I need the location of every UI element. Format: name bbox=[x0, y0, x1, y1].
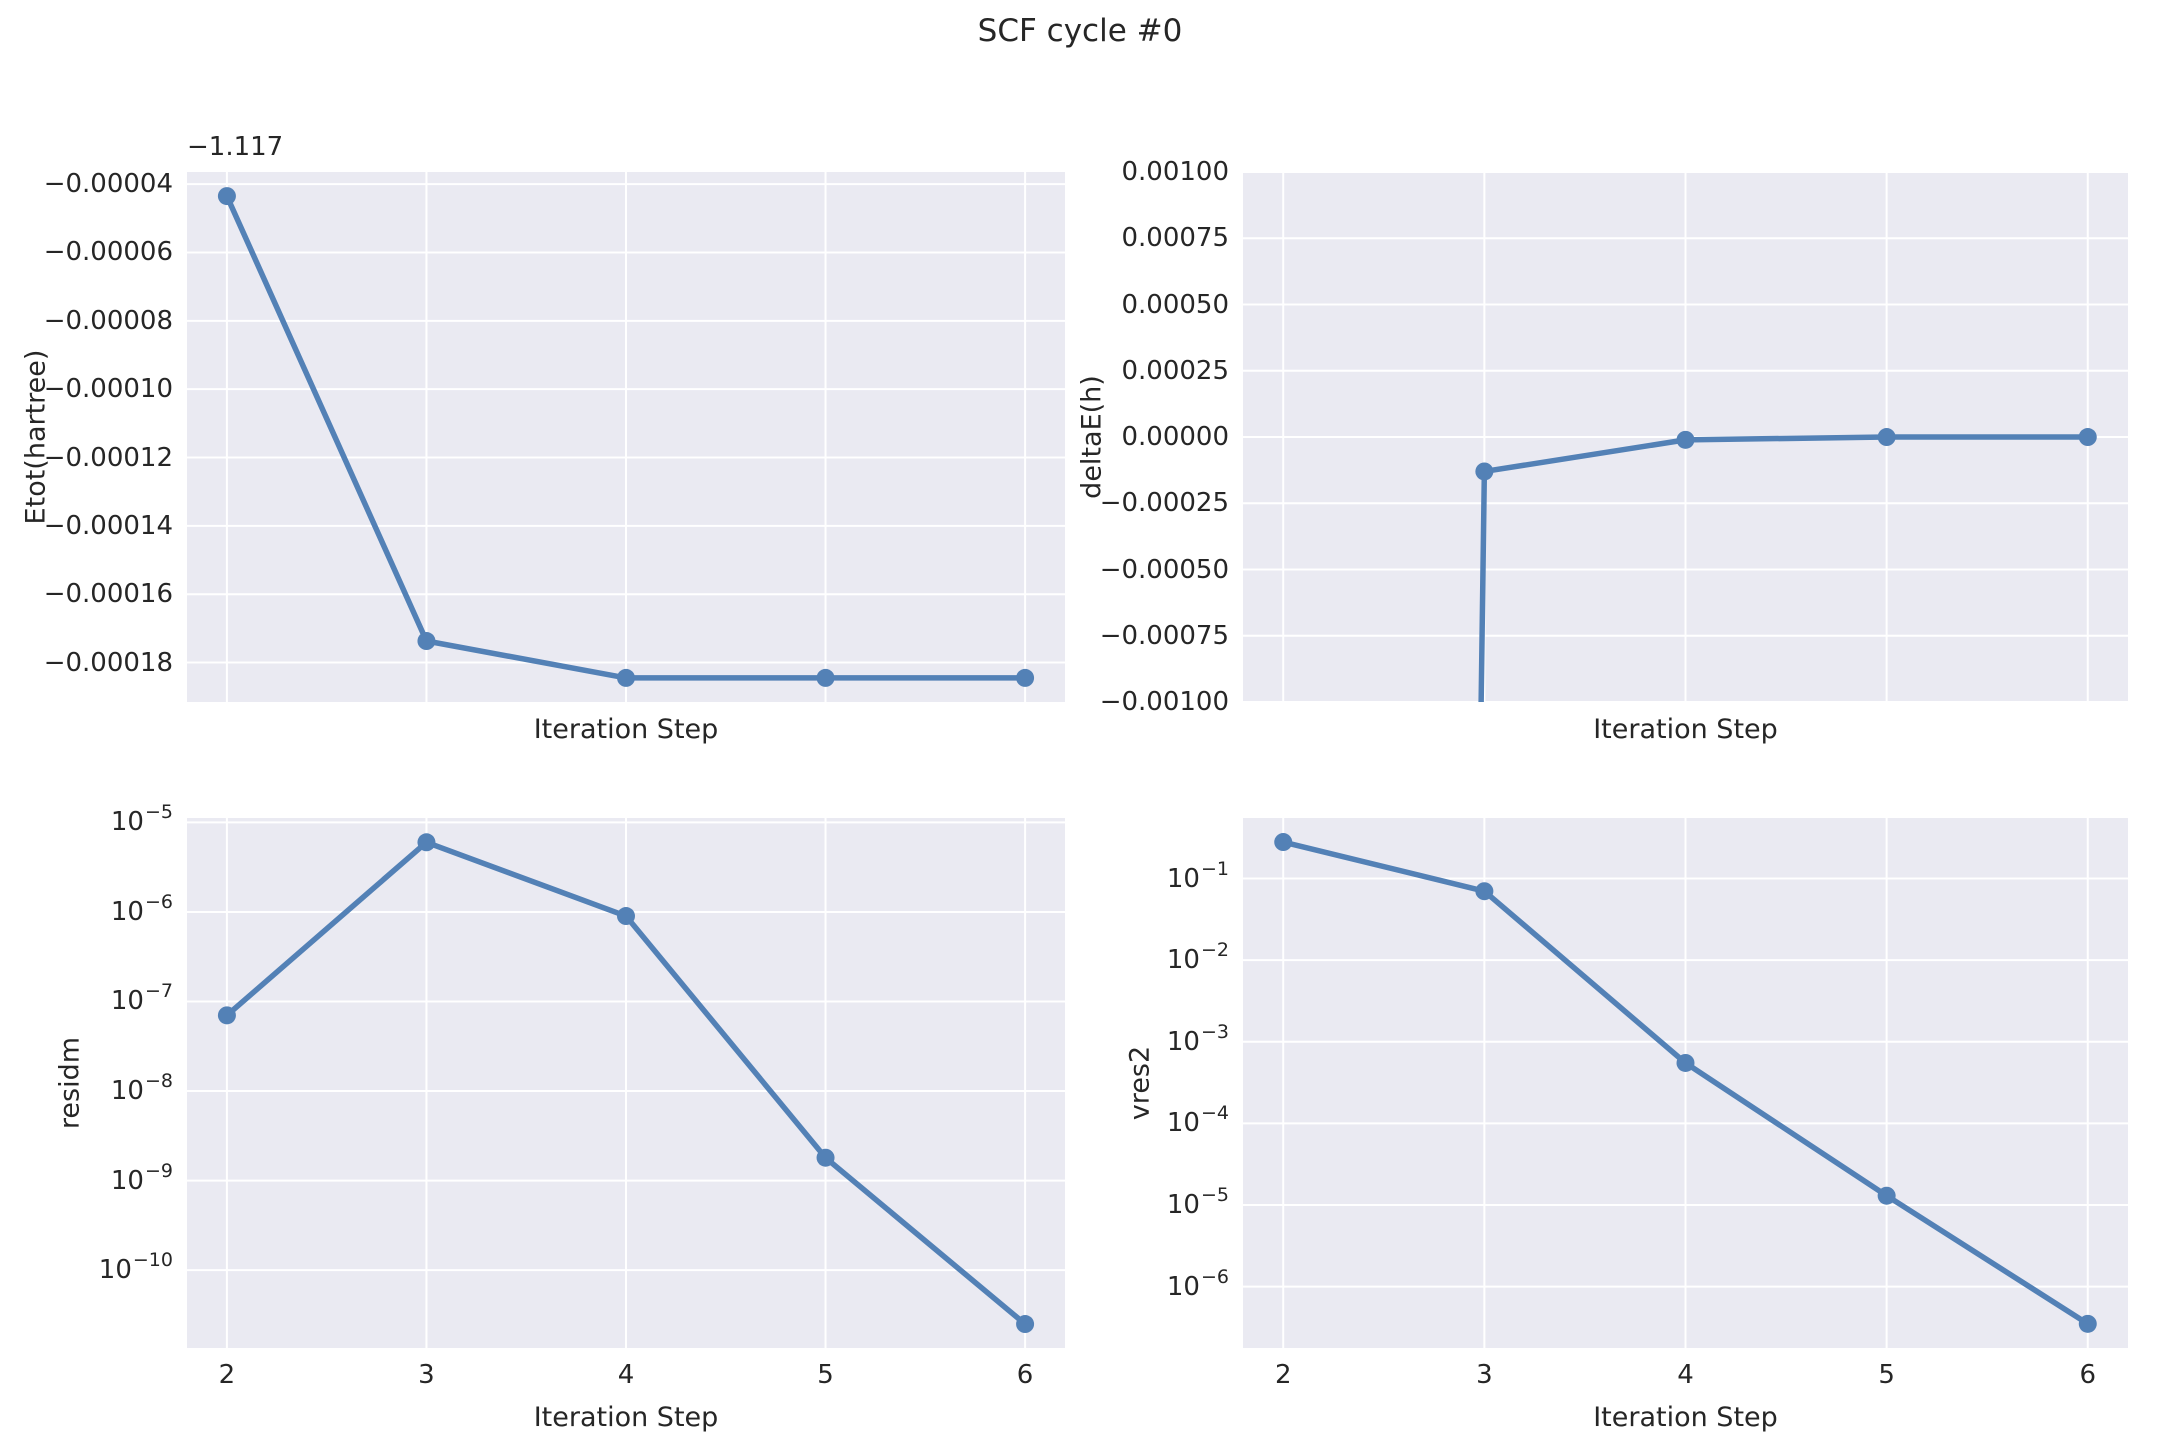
vres2-x-tick-label: 5 bbox=[1878, 1360, 1895, 1390]
residm-y-tick-label: 10−10 bbox=[98, 1249, 173, 1286]
etot-y-tick-label: −0.00010 bbox=[43, 374, 173, 405]
vres2-data-point-marker bbox=[1475, 882, 1494, 901]
vres2-data-point-marker bbox=[2078, 1314, 2097, 1333]
deltaE-data-point-marker bbox=[2078, 428, 2097, 447]
etot-y-tick-label: −0.00014 bbox=[43, 510, 173, 541]
vres2-y-tick-label: 10−3 bbox=[1166, 1020, 1229, 1057]
vres2-y-tick-label: 10−6 bbox=[1166, 1265, 1229, 1302]
etot-y-axis-offset-text: −1.117 bbox=[187, 132, 284, 162]
etot-x-axis-label: Iteration Step bbox=[533, 714, 719, 745]
residm-y-tick-label: 10−9 bbox=[110, 1159, 173, 1196]
residm-y-tick-label: 10−6 bbox=[110, 890, 173, 927]
residm-x-tick-label: 2 bbox=[218, 1360, 236, 1390]
tick-exponent: −5 bbox=[1200, 1184, 1229, 1206]
tick-exponent: −4 bbox=[1200, 1102, 1229, 1125]
deltaE-data-point-marker bbox=[1475, 462, 1494, 481]
tick-exponent: −9 bbox=[144, 1159, 173, 1182]
vres2-x-tick-label: 3 bbox=[1476, 1360, 1493, 1390]
residm-x-tick-label: 5 bbox=[817, 1360, 834, 1390]
deltae-y-axis-label: deltaE(h) bbox=[1076, 375, 1108, 499]
vres2-chart-svg bbox=[1243, 818, 2128, 1348]
deltaE-y-tick-label: −0.00050 bbox=[1099, 554, 1229, 585]
residm-data-point-marker bbox=[617, 907, 635, 926]
deltaE-y-tick-label: 0.00075 bbox=[1121, 223, 1229, 254]
tick-exponent: −6 bbox=[1200, 1265, 1229, 1288]
etot-data-point-marker bbox=[417, 632, 436, 651]
vres2-y-tick-label: 10−5 bbox=[1166, 1184, 1229, 1220]
residm-data-point-marker bbox=[816, 1148, 835, 1167]
tick-exponent: −1 bbox=[1200, 857, 1229, 880]
residm-x-tick-label: 4 bbox=[617, 1360, 635, 1390]
residm-x-tick-label: 6 bbox=[1016, 1360, 1034, 1390]
tick-exponent: −10 bbox=[132, 1249, 173, 1272]
residm-chart-svg bbox=[187, 818, 1065, 1348]
etot-data-point-marker bbox=[1016, 668, 1035, 687]
deltaE-y-tick-label: −0.00075 bbox=[1099, 620, 1229, 651]
deltaE-y-tick-label: 0.00050 bbox=[1121, 289, 1229, 320]
tick-exponent: −8 bbox=[144, 1070, 173, 1093]
tick-exponent: −2 bbox=[1200, 939, 1229, 962]
vres2-x-tick-label: 4 bbox=[1677, 1360, 1694, 1390]
deltaE-y-tick-label: −0.00025 bbox=[1099, 488, 1229, 519]
vres2-y-axis-label: vres2 bbox=[1124, 1045, 1156, 1121]
vres2-y-tick-label: 10−2 bbox=[1166, 939, 1229, 976]
etot-data-point-marker bbox=[617, 668, 635, 687]
residm-x-axis-label: Iteration Step bbox=[533, 1402, 719, 1433]
deltaE-data-point-marker bbox=[1676, 430, 1695, 449]
etot-chart-svg bbox=[187, 172, 1065, 702]
residm-y-axis-label: residm bbox=[54, 1036, 86, 1130]
residm-data-point-marker bbox=[417, 833, 436, 852]
residm-y-tick-label: 10−8 bbox=[110, 1070, 173, 1107]
etot-y-tick-label: −0.00016 bbox=[43, 579, 173, 610]
tick-exponent: −5 bbox=[144, 801, 173, 824]
deltaE-y-tick-label: 0.00100 bbox=[1121, 157, 1229, 187]
etot-y-tick-label: −0.00008 bbox=[43, 305, 173, 336]
etot-y-tick-label: −0.00012 bbox=[43, 442, 173, 473]
etot-y-tick-label: −0.00004 bbox=[43, 169, 173, 200]
vres2-y-tick-label: 10−1 bbox=[1166, 857, 1229, 894]
residm-y-tick-label: 10−5 bbox=[110, 801, 173, 838]
etot-data-point-marker bbox=[816, 668, 835, 687]
etot-y-tick-label: −0.00006 bbox=[43, 237, 173, 268]
etot-plot-area bbox=[187, 172, 1065, 702]
residm-data-point-marker bbox=[217, 1006, 236, 1025]
figure-title: SCF cycle #0 bbox=[977, 13, 1183, 49]
deltae-plot-area bbox=[1243, 172, 2128, 702]
deltaE-y-tick-label: 0.00000 bbox=[1121, 422, 1229, 452]
deltaE-data-point-marker bbox=[1877, 428, 1896, 447]
deltaE-y-tick-label: −0.00100 bbox=[1099, 687, 1229, 717]
etot-data-point-marker bbox=[217, 187, 236, 206]
tick-exponent: −7 bbox=[144, 980, 173, 1003]
vres2-x-tick-label: 6 bbox=[2079, 1360, 2097, 1390]
residm-plot-area bbox=[187, 818, 1065, 1348]
vres2-y-tick-label: 10−4 bbox=[1166, 1102, 1229, 1139]
vres2-data-point-marker bbox=[1676, 1053, 1695, 1072]
vres2-x-tick-label: 2 bbox=[1274, 1360, 1292, 1390]
etot-y-tick-label: −0.00018 bbox=[43, 647, 173, 678]
deltaE-chart-svg bbox=[1243, 172, 2128, 702]
vres2-data-point-marker bbox=[1877, 1186, 1896, 1205]
deltaE-y-tick-label: 0.00025 bbox=[1121, 355, 1229, 386]
residm-data-point-marker bbox=[1016, 1315, 1035, 1334]
residm-y-tick-label: 10−7 bbox=[110, 980, 173, 1017]
vres2-data-point-marker bbox=[1274, 833, 1293, 852]
tick-exponent: −6 bbox=[144, 890, 173, 913]
vres2-x-axis-label: Iteration Step bbox=[1593, 1402, 1778, 1433]
residm-x-tick-label: 3 bbox=[418, 1360, 435, 1390]
vres2-plot-area bbox=[1243, 818, 2128, 1348]
tick-exponent: −3 bbox=[1200, 1020, 1229, 1043]
deltae-x-axis-label: Iteration Step bbox=[1593, 714, 1778, 745]
